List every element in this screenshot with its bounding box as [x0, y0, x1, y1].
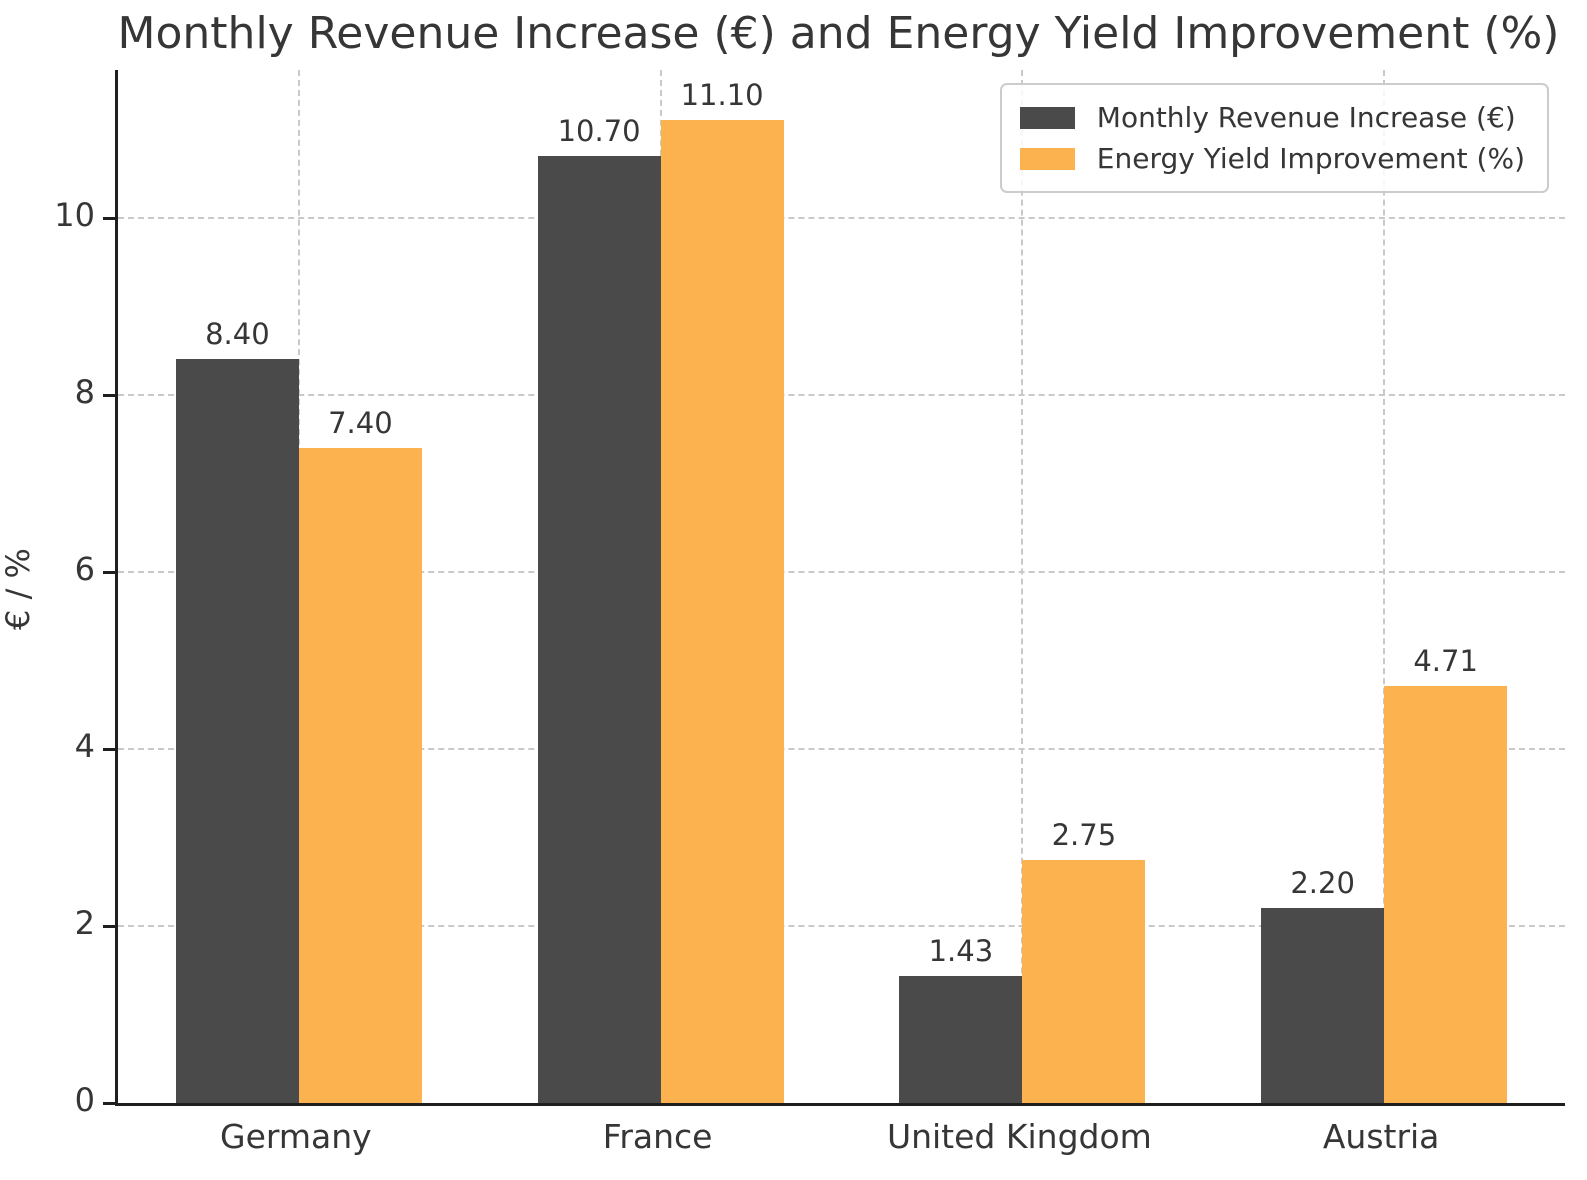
x-tick-label: Germany: [220, 1117, 372, 1156]
y-gridline: [118, 747, 1565, 750]
y-tick-label: 4: [74, 726, 95, 765]
bar-value-revenue: 8.40: [205, 317, 270, 352]
legend-item-revenue: Monthly Revenue Increase (€): [1019, 97, 1525, 138]
y-tick-mark: [103, 747, 115, 751]
chart-title: Monthly Revenue Increase (€) and Energy …: [117, 8, 1560, 59]
y-gridline: [118, 570, 1565, 573]
y-tick-label: 0: [74, 1081, 95, 1119]
legend: Monthly Revenue Increase (€) Energy Yiel…: [999, 83, 1549, 193]
x-tick-label: United Kingdom: [886, 1117, 1152, 1156]
plot-area: Monthly Revenue Increase (€) Energy Yiel…: [115, 70, 1565, 1106]
y-gridline: [118, 393, 1565, 396]
legend-label-revenue: Monthly Revenue Increase (€): [1096, 101, 1516, 134]
y-gridline: [118, 924, 1565, 927]
y-tick-label: 8: [74, 372, 95, 411]
bar-yield: [660, 120, 784, 1103]
bar-value-revenue: 1.43: [928, 934, 994, 969]
legend-swatch-revenue: [1019, 106, 1075, 129]
bar-value-revenue: 2.20: [1290, 866, 1355, 901]
y-axis-label: € / %: [0, 548, 37, 630]
bar-yield: [1022, 859, 1146, 1103]
bar-revenue: [175, 359, 299, 1103]
bar-yield: [1384, 686, 1508, 1103]
y-tick-mark: [103, 570, 115, 574]
x-gridline: [1021, 70, 1024, 1103]
bar-value-yield: 11.10: [680, 78, 764, 113]
legend-swatch-yield: [1019, 147, 1075, 170]
bar-revenue: [899, 976, 1023, 1103]
bar-value-yield: 7.40: [328, 405, 393, 440]
y-tick-mark: [103, 1102, 115, 1105]
y-tick-mark: [103, 924, 115, 928]
x-tick-label: Austria: [1322, 1117, 1440, 1156]
bar-yield: [298, 447, 422, 1103]
bar-revenue: [1261, 908, 1385, 1103]
x-tick-label: France: [602, 1117, 713, 1156]
bar-value-yield: 2.75: [1051, 817, 1117, 852]
y-tick-label: 6: [74, 549, 95, 588]
legend-item-yield: Energy Yield Improvement (%): [1019, 138, 1525, 179]
legend-label-yield: Energy Yield Improvement (%): [1096, 142, 1525, 175]
y-tick-label: 10: [54, 195, 95, 234]
x-gridline: [1383, 70, 1386, 1103]
y-gridline: [118, 216, 1565, 219]
bar-revenue: [537, 155, 661, 1103]
y-tick-label: 2: [74, 903, 95, 942]
bar-value-revenue: 10.70: [557, 113, 641, 148]
y-tick-mark: [103, 216, 115, 220]
bar-value-yield: 4.71: [1413, 644, 1478, 679]
y-tick-mark: [103, 393, 115, 397]
